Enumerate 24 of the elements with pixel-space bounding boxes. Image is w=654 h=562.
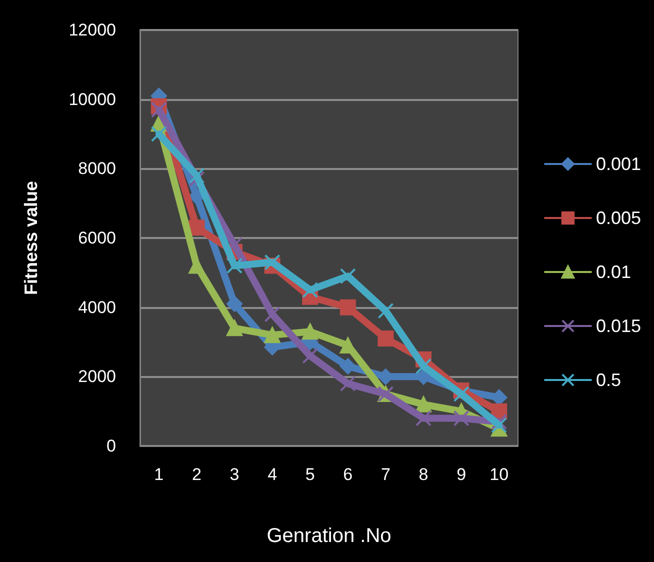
x-tick-label: 2	[192, 465, 202, 484]
y-tick-label: 10000	[68, 90, 116, 109]
y-tick-label: 2000	[78, 367, 116, 386]
x-tick-label: 8	[418, 465, 428, 484]
x-axis-title: Genration .No	[266, 525, 392, 547]
x-tick-label: 7	[380, 465, 390, 484]
legend-label: 0.001	[596, 154, 642, 174]
y-tick-label: 8000	[78, 159, 116, 178]
y-tick-label: 4000	[78, 298, 116, 317]
x-tick-label: 5	[305, 465, 315, 484]
legend-label: 0.005	[596, 208, 642, 228]
y-axis-title: Fitness value	[21, 180, 41, 296]
legend-label: 0.01	[596, 262, 632, 282]
y-tick-label: 6000	[78, 228, 116, 248]
y-tick-label: 0	[106, 436, 116, 456]
x-tick-label: 6	[343, 465, 353, 484]
legend-label: 0.5	[596, 370, 621, 390]
x-tick-label: 4	[268, 465, 278, 484]
legend-label: 0.015	[596, 316, 642, 336]
x-tick-label: 1	[154, 465, 164, 484]
x-tick-label: 9	[456, 465, 466, 484]
x-tick-label: 10	[490, 465, 509, 484]
x-tick-label: 3	[230, 465, 240, 484]
y-tick-label: 12000	[68, 20, 116, 40]
